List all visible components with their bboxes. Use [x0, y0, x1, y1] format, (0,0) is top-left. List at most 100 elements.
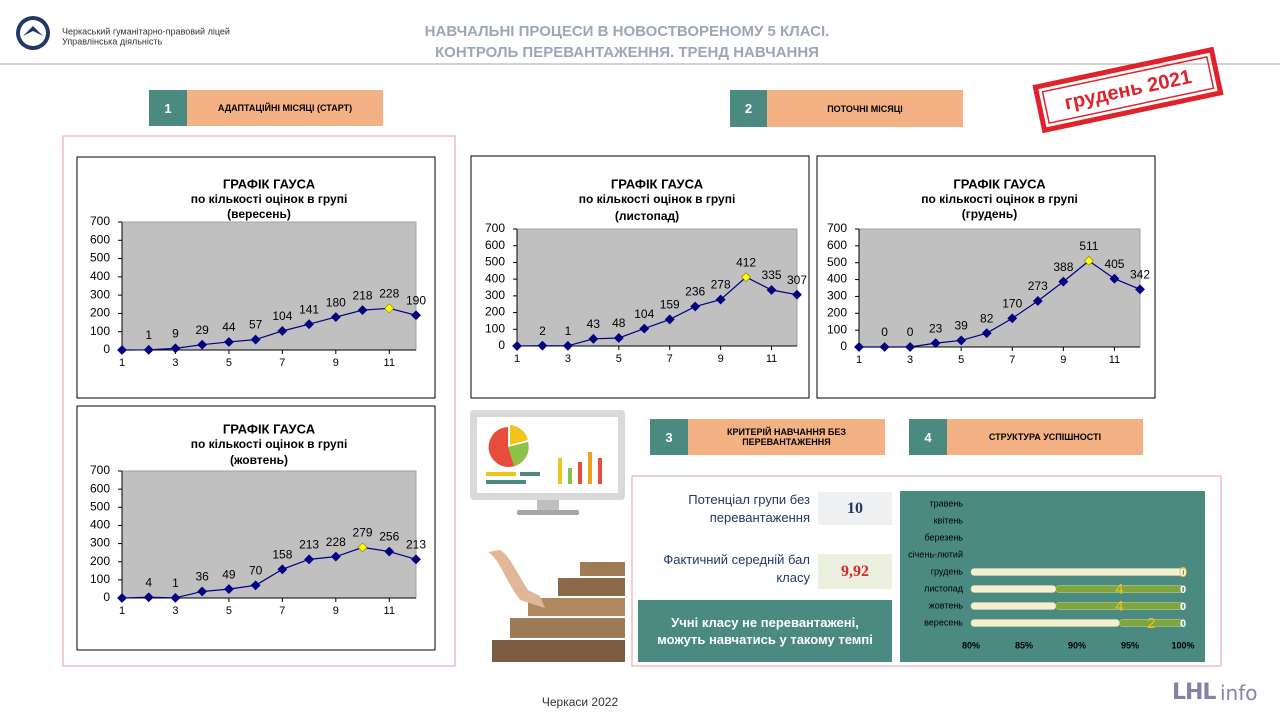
x-tick-label: 3	[172, 357, 178, 369]
conclusion: Учні класу не перевантажені, можуть навч…	[638, 600, 892, 662]
marker	[879, 342, 890, 352]
section-label: ПОТОЧНІ МІСЯЦІ	[767, 90, 963, 127]
footer-city: Черкаси 2022	[541, 695, 619, 709]
data-label: 1	[172, 576, 179, 590]
data-label: 511	[1079, 239, 1098, 253]
data-label: 190	[406, 293, 426, 307]
data-label: 0	[907, 325, 914, 339]
category-label: грудень	[931, 566, 964, 576]
category-label: березень	[924, 532, 963, 542]
column-icon	[598, 458, 602, 484]
data-label: 57	[249, 318, 263, 332]
marker	[956, 335, 967, 346]
marker	[1135, 284, 1145, 295]
y-tick-label: 300	[485, 288, 505, 302]
x-tick-label: 3	[565, 353, 571, 365]
y-tick-label: 400	[90, 269, 110, 283]
plot-area	[121, 221, 417, 351]
data-label: 256	[379, 530, 399, 544]
data-label: 228	[326, 535, 346, 549]
potential-value: 10	[818, 492, 892, 525]
data-label: 43	[587, 317, 601, 331]
y-tick-label: 700	[90, 463, 110, 477]
chart-title: ГРАФІК ГАУСА	[223, 421, 316, 436]
plot-area	[858, 228, 1141, 348]
org-line2: Управлінська діяльність	[62, 36, 162, 46]
y-tick-label: 700	[827, 221, 847, 235]
data-label: 0	[1179, 564, 1187, 581]
marker	[330, 551, 341, 562]
data-label: 342	[1130, 268, 1150, 282]
x-tick-label: 9	[333, 605, 339, 617]
marker	[715, 294, 726, 305]
y-tick-label: 500	[485, 255, 505, 269]
marker	[223, 337, 234, 347]
bar-icon	[520, 472, 540, 476]
marker	[639, 323, 650, 334]
x-tick-label: 1	[119, 605, 125, 617]
book	[580, 562, 625, 576]
x-tick-label: 5	[958, 354, 964, 366]
x-tick-label: 7	[1009, 354, 1015, 366]
data-label: 36	[196, 570, 210, 584]
data-label: 213	[299, 538, 319, 552]
bar-segment	[970, 602, 1057, 610]
bar-segment	[970, 619, 1120, 627]
monitor-illustration	[470, 410, 625, 515]
marker	[357, 305, 368, 316]
title-line2: КОНТРОЛЬ ПЕРЕВАНТАЖЕННЯ. ТРЕНД НАВЧАННЯ	[435, 44, 819, 61]
hand	[488, 550, 545, 608]
marker	[250, 334, 261, 345]
marker	[1032, 296, 1043, 306]
data-label: 49	[222, 567, 236, 581]
plot-area	[516, 228, 798, 347]
data-label: 159	[660, 298, 680, 312]
marker	[905, 342, 916, 352]
marker	[792, 289, 802, 300]
chart-period: (листопад)	[615, 209, 679, 223]
pie-icon-c	[508, 442, 529, 466]
highlight-marker	[741, 272, 752, 283]
marker	[1007, 313, 1018, 324]
data-label: 70	[249, 563, 263, 577]
y-tick-label: 700	[90, 214, 110, 228]
data-label: 170	[1002, 297, 1022, 311]
data-label: 82	[980, 311, 994, 325]
chart-subtitle: по кількості оцінок в групі	[191, 437, 348, 451]
y-tick-label: 0	[103, 590, 110, 604]
marker	[766, 285, 777, 295]
data-label: 44	[222, 320, 236, 334]
x-tick-label: 11	[384, 605, 395, 617]
logo-main: LHL	[1172, 680, 1216, 705]
criterion-frame	[631, 475, 1222, 667]
data-label: 29	[196, 323, 210, 337]
x-tick-label: 3	[172, 605, 178, 617]
y-tick-label: 600	[485, 238, 505, 252]
book	[492, 640, 625, 662]
x-tick-label: 90%	[1068, 640, 1086, 650]
marker	[117, 345, 127, 355]
highlight-marker	[357, 542, 368, 553]
monitor-base	[517, 510, 579, 515]
data-label: 4	[145, 575, 152, 589]
actual-value: 9,92	[818, 554, 892, 589]
marker	[117, 593, 127, 603]
y-tick-label: 100	[90, 572, 110, 586]
x-tick-label: 9	[1060, 354, 1066, 366]
bar-segment	[970, 568, 1184, 576]
x-tick-label: 1	[856, 354, 862, 366]
data-label: 9	[172, 327, 179, 341]
x-tick-label: 80%	[962, 640, 980, 650]
y-tick-label: 300	[827, 289, 847, 303]
org-line1: Черкаський гуманітарно-правовий ліцей	[62, 26, 230, 36]
y-tick-label: 200	[90, 306, 110, 320]
highlight-marker	[384, 303, 395, 314]
book	[528, 598, 625, 616]
x-tick-label: 5	[226, 605, 232, 617]
monitor-neck	[537, 500, 559, 510]
y-tick-label: 200	[90, 554, 110, 568]
x-tick-label: 7	[667, 353, 673, 365]
bar-icon	[486, 480, 526, 484]
bar-segment	[970, 585, 1057, 593]
pie-icon-a	[510, 425, 528, 445]
